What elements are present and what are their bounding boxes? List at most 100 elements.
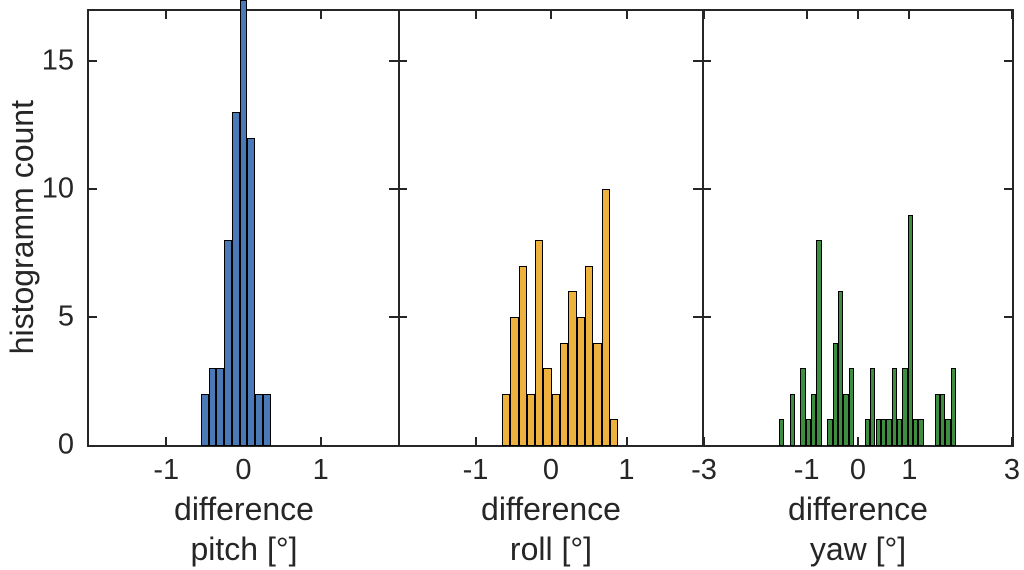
yaw-histogram-bar [816,240,822,446]
x-tick-label: 0 [235,454,252,486]
yaw-histogram-bar [886,419,892,446]
x-tick-mark-top [319,11,322,19]
panel-divider-1 [398,9,400,447]
yaw-histogram-bar [800,368,806,446]
y-tick-mark [389,316,407,318]
roll-histogram-bar [584,265,594,446]
x-tick-mark-top [703,11,705,19]
y-tick-label: 0 [57,428,74,461]
x-tick-mark [1011,437,1013,445]
x-tick-mark-top [474,11,477,19]
yaw-histogram-bar [950,368,956,446]
yaw-histogram-bar [939,393,946,446]
pitch-histogram-bar [224,240,232,446]
roll-histogram-bar [501,393,511,446]
roll-histogram-bar [568,291,577,446]
x-tick-mark [474,437,477,445]
roll-histogram-bar [560,342,569,446]
panel-divider-2 [702,9,704,447]
roll-histogram-bar [609,419,619,446]
x-tick-mark [625,437,628,445]
yaw-histogram-bar [864,419,871,446]
y-tick-mark [89,316,97,318]
xlabel-roll-line2: roll [°] [509,531,593,567]
yaw-histogram-bar [805,419,812,446]
x-tick-mark-top [625,11,628,19]
x-tick-mark-top [165,11,168,19]
y-tick-mark [693,60,711,62]
x-tick-mark-top [908,11,911,19]
x-tick-label: 0 [849,454,867,486]
pitch-histogram-bar [239,0,248,446]
pitch-histogram-bar [201,393,209,446]
yaw-histogram-bar [934,393,940,446]
xlabel-yaw-line2: yaw [°] [809,531,907,567]
yaw-histogram-bar [848,368,855,446]
roll-histogram-bar [526,393,536,446]
roll-histogram-bar [601,189,610,446]
yaw-histogram-bar [891,368,897,446]
x-tick-label: 3 [1003,454,1021,486]
y-tick-mark [693,188,711,190]
y-tick-mark [1004,60,1012,62]
x-tick-label: 1 [312,454,329,486]
pitch-histogram-bar [231,112,240,446]
yaw-histogram-bar [918,419,924,446]
y-tick-label: 5 [57,300,74,333]
yaw-histogram-bar [896,419,903,446]
roll-histogram-bar [576,317,585,446]
yaw-histogram-bar [832,342,838,446]
pitch-histogram-bar [216,368,225,446]
yaw-histogram-bar [778,419,785,446]
x-tick-mark-top [805,11,808,19]
roll-histogram-bar [535,240,544,446]
y-tick-label: 10 [41,172,74,205]
x-tick-mark-top [1011,11,1013,19]
xlabel-pitch-line2: pitch [°] [190,531,298,567]
x-tick-label: 1 [901,454,918,486]
y-tick-label: 15 [41,44,74,77]
roll-histogram-bar [551,393,561,446]
y-tick-mark [693,316,711,318]
yaw-histogram-bar [837,291,844,446]
y-tick-mark [389,60,407,62]
pitch-histogram-bar [247,137,256,446]
yaw-histogram-bar [880,419,887,446]
yaw-histogram-bar [875,419,881,446]
x-tick-label: -1 [153,454,180,486]
x-tick-label: -3 [691,454,717,486]
x-tick-mark-top [550,11,552,19]
yaw-histogram-bar [811,393,817,446]
yaw-histogram-bar [870,368,876,446]
xlabel-roll-line1: difference [481,491,621,527]
y-tick-mark [1004,316,1012,318]
y-tick-mark [389,188,407,190]
pitch-histogram-bar [262,393,271,446]
x-tick-mark [319,437,322,445]
pitch-histogram-bar [208,368,217,446]
yaw-histogram-bar [913,419,919,446]
x-tick-label: 0 [542,454,560,486]
y-tick-mark [1004,188,1012,190]
y-tick-mark [89,60,97,62]
pitch-histogram-bar [255,393,263,446]
yaw-histogram-bar [907,214,914,446]
yaw-histogram-bar [945,419,951,446]
x-tick-label: -1 [462,454,489,486]
x-tick-label: -1 [793,454,820,486]
y-tick-mark [89,188,97,190]
x-tick-label: 1 [618,454,635,486]
roll-histogram-bar [543,368,552,446]
x-tick-mark [857,437,859,445]
xlabel-pitch-line1: difference [174,491,314,527]
yaw-histogram-bar [789,393,796,446]
roll-histogram-bar [593,342,602,446]
roll-histogram-bar [510,317,519,446]
x-tick-mark [165,437,168,445]
x-tick-mark-top [857,11,859,19]
roll-histogram-bar [518,265,527,446]
yaw-histogram-bar [902,368,908,446]
xlabel-yaw-line1: difference [788,491,928,527]
x-tick-mark [703,437,705,445]
